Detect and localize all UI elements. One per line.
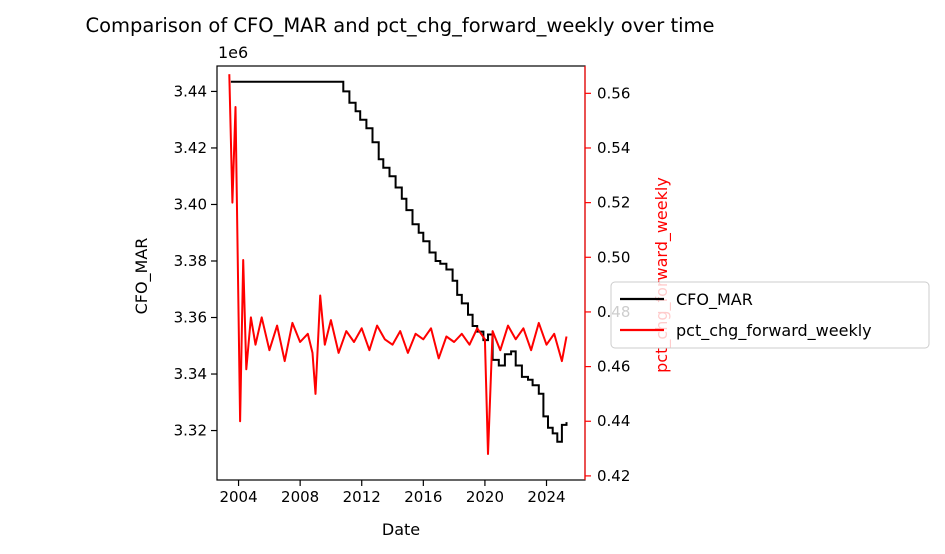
x-axis-ticks: 2004 2008 2012 2016 2020 2024 (219, 480, 566, 506)
plot-series (228, 74, 568, 455)
chart-title: Comparison of CFO_MAR and pct_chg_forwar… (85, 14, 714, 37)
left-tick-label: 3.42 (174, 139, 207, 157)
left-tick-label: 3.32 (174, 422, 207, 440)
right-tick-label: 0.46 (597, 358, 630, 376)
plot-frame (216, 65, 586, 481)
right-tick-label: 0.56 (597, 84, 630, 102)
x-axis-label: Date (382, 520, 420, 539)
x-tick-label: 2004 (219, 488, 257, 506)
legend-box (610, 281, 930, 349)
x-tick-label: 2016 (404, 488, 442, 506)
series-line-cfo-mar (230, 80, 568, 443)
left-tick-label: 3.36 (174, 309, 207, 327)
right-tick-label: 0.50 (597, 248, 630, 266)
right-tick-label: 0.42 (597, 467, 630, 485)
x-tick-label: 2020 (466, 488, 504, 506)
left-tick-label: 3.44 (174, 82, 207, 100)
left-axis-label: CFO_MAR (132, 238, 152, 315)
left-tick-label: 3.40 (174, 195, 207, 213)
right-tick-label: 0.54 (597, 139, 630, 157)
right-tick-label: 0.44 (597, 412, 630, 430)
legend-label-cfo-mar: CFO_MAR (676, 290, 753, 310)
legend-label-pct-chg: pct_chg_forward_weekly (676, 321, 872, 341)
left-axis-offset-label: 1e6 (218, 43, 248, 62)
series-line-pct-chg-forward-weekly (228, 74, 568, 455)
x-tick-label: 2008 (281, 488, 319, 506)
left-tick-label: 3.38 (174, 252, 207, 270)
left-axis-ticks: 3.32 3.34 3.36 3.38 3.40 3.42 3.44 (174, 82, 217, 440)
left-tick-label: 3.34 (174, 365, 207, 383)
legend: CFO_MAR pct_chg_forward_weekly (610, 281, 930, 349)
right-tick-label: 0.52 (597, 194, 630, 212)
x-tick-label: 2024 (527, 488, 565, 506)
x-tick-label: 2012 (343, 488, 381, 506)
